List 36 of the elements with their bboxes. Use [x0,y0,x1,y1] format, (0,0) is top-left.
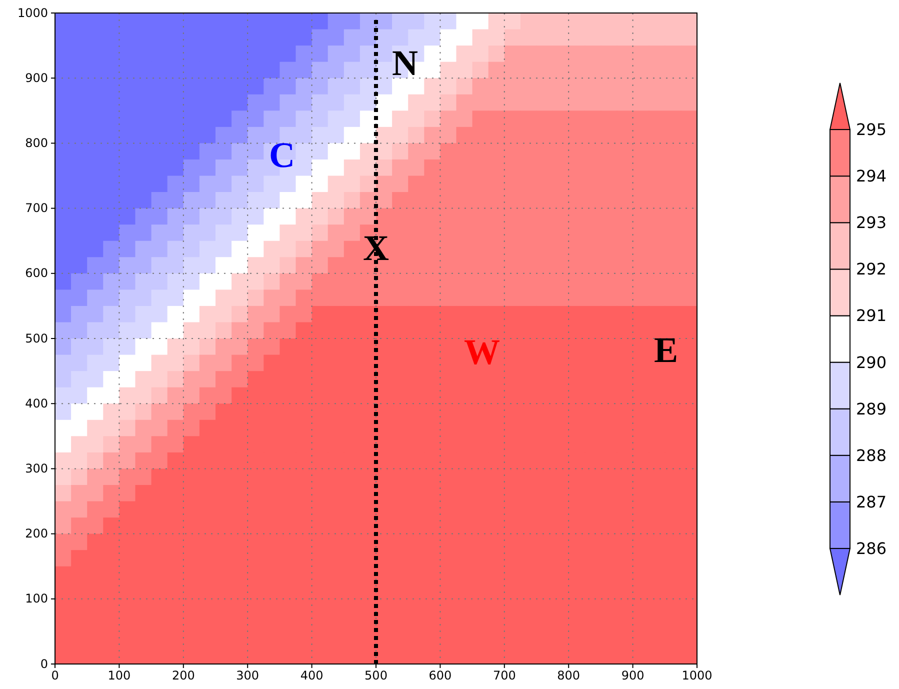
y-tick-label: 600 [25,266,48,280]
x-tick-label: 900 [621,668,644,683]
color-bar-label: 293 [856,213,887,232]
color-bar-label: 287 [856,492,887,512]
color-bar-label: 291 [856,306,887,326]
annotation: N [392,43,418,83]
color-bar-label: 294 [856,166,887,186]
annotation: W [464,332,500,372]
x-tick-label: 1000 [682,668,712,683]
annotation: C [269,135,295,175]
y-tick-label: 300 [25,462,48,476]
x-tick-label: 200 [172,668,195,683]
x-tick-label: 0 [51,668,59,683]
color-bar-label: 292 [856,260,887,279]
annotation: E [654,330,678,370]
y-tick-label: 400 [25,396,48,410]
y-tick-label: 700 [25,201,48,216]
x-tick-label: 100 [108,668,131,683]
y-tick-label: 1000 [17,6,48,20]
y-tick-label: 800 [25,136,48,150]
y-tick-label: 100 [25,592,48,606]
y-tick-label: 500 [25,331,48,346]
color-bar-label: 289 [856,399,887,418]
color-bar-label: 290 [856,352,887,372]
x-tick-label: 500 [364,668,388,683]
x-tick-label: 800 [557,668,580,683]
x-tick-label: 700 [492,668,516,683]
y-tick-label: 0 [40,656,48,671]
color-bar-label: 288 [856,446,887,465]
y-tick-label: 200 [25,526,48,541]
y-tick-label: 900 [25,70,48,85]
x-tick-label: 300 [236,668,260,683]
color-bar-label: 295 [856,120,887,140]
x-tick-label: 600 [428,668,452,683]
color-bar-label: 286 [856,538,887,558]
x-tick-label: 400 [300,668,324,683]
